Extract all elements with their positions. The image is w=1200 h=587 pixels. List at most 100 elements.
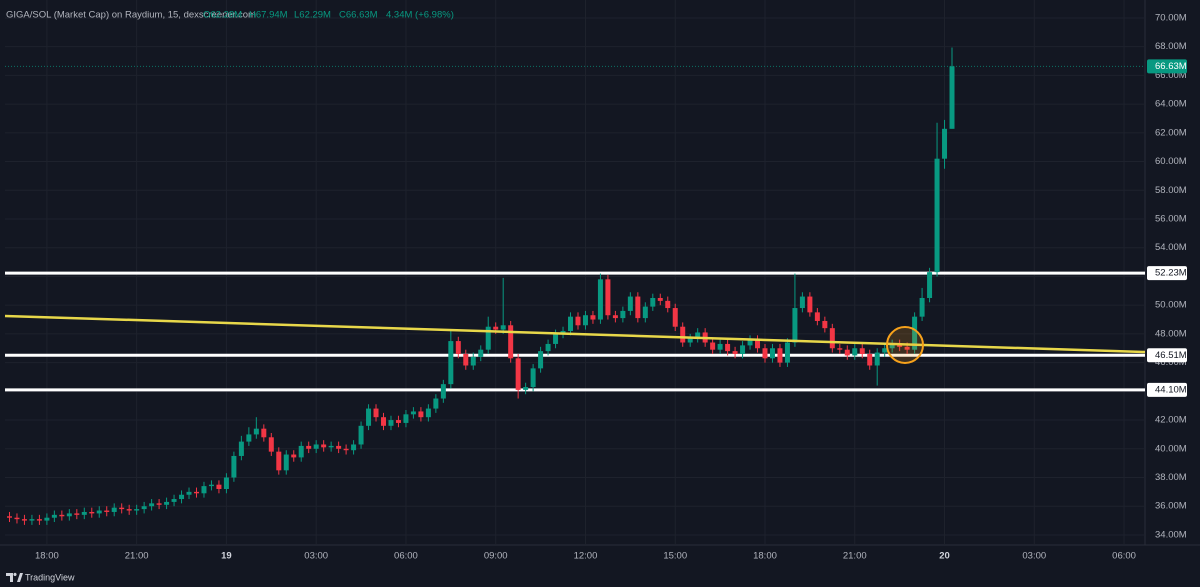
y-tick-label: 56.00M (1155, 214, 1187, 225)
candle-body (530, 368, 536, 388)
candle-body (942, 128, 948, 159)
candle-body (66, 513, 72, 517)
candle-body (208, 484, 214, 487)
candle-body (283, 454, 289, 471)
candle-body (553, 333, 559, 344)
candle-body (470, 356, 476, 366)
candle-body (493, 326, 499, 330)
candle-body (919, 297, 925, 317)
candle-body (433, 398, 439, 409)
y-tick-label: 42.00M (1155, 415, 1187, 426)
candle-body (867, 353, 873, 366)
axis: 34.00M36.00M38.00M40.00M42.00M44.00M46.0… (35, 12, 1187, 562)
candle-body (575, 316, 581, 326)
candle-body (216, 484, 222, 489)
candle-body (717, 343, 723, 350)
candle-body (126, 509, 132, 511)
candle-body (321, 444, 327, 448)
candle-body (29, 519, 35, 521)
candle-body (485, 326, 491, 350)
candle-body (837, 348, 843, 350)
candle-body (186, 491, 192, 495)
candle-body (253, 428, 259, 435)
candle-body (149, 503, 155, 507)
candle-body (515, 358, 521, 390)
candle-body (657, 297, 663, 301)
candle-body (874, 352, 880, 366)
candle-body (223, 477, 229, 489)
x-tick-label: 09:00 (484, 551, 508, 562)
level-label-box (1147, 266, 1187, 281)
candle-body (829, 328, 835, 349)
candle-body (508, 325, 514, 359)
candle-body (448, 341, 454, 385)
candle-body (111, 507, 117, 512)
candle-body (403, 414, 409, 423)
y-tick-label: 70.00M (1155, 12, 1187, 23)
candle-body (96, 510, 102, 514)
candle-body (777, 348, 783, 363)
candle-body (156, 503, 162, 505)
candle-body (246, 434, 252, 442)
legend: GIGA/SOL (Market Cap) on Raydium, 15, de… (6, 10, 454, 21)
candle-body (852, 348, 858, 356)
legend-change: 4.34M (+6.98%) (386, 10, 454, 21)
candle-body (373, 408, 379, 418)
candle-body (201, 486, 207, 494)
candle-body (635, 296, 641, 319)
candle-body (440, 384, 446, 399)
candle-body (231, 455, 237, 478)
x-tick-label: 06:00 (394, 551, 418, 562)
candle-body (807, 296, 813, 313)
candle-body (119, 507, 125, 510)
candle-body (425, 408, 431, 418)
x-tick-label: 18:00 (753, 551, 777, 562)
candle-body (455, 341, 461, 354)
candle-body (164, 501, 170, 505)
watermark: TradingView (6, 572, 75, 582)
candle-body (672, 308, 678, 327)
candle-body (306, 445, 312, 449)
x-tick-label: 21:00 (843, 551, 867, 562)
x-tick-label: 03:00 (1022, 551, 1046, 562)
candle-body (36, 519, 42, 521)
level-label-box (1147, 382, 1187, 397)
candle-body (478, 349, 484, 357)
x-tick-label: 12:00 (574, 551, 598, 562)
candle-body (418, 411, 424, 418)
candle-body (762, 348, 768, 359)
plot (4, 47, 1146, 525)
candle-body (523, 387, 529, 390)
candle-body (313, 444, 319, 449)
logo (6, 572, 23, 582)
last-price-box (1147, 59, 1187, 74)
x-tick-label: 21:00 (125, 551, 149, 562)
candle-body (904, 346, 910, 350)
candle-body (366, 408, 372, 426)
candle-body (6, 516, 12, 518)
candle-body (179, 494, 185, 500)
x-tick-label: 18:00 (35, 551, 59, 562)
candle-body (410, 411, 416, 415)
candle-body (822, 320, 828, 329)
candle-body (889, 343, 895, 349)
candle-body (927, 272, 933, 298)
y-tick-label: 36.00M (1155, 501, 1187, 512)
y-tick-label: 38.00M (1155, 472, 1187, 483)
y-tick-label: 54.00M (1155, 242, 1187, 253)
candle-body (74, 513, 80, 515)
candle-body (44, 517, 50, 521)
candle-body (650, 297, 656, 307)
x-tick-label: 06:00 (1112, 551, 1136, 562)
legend-low: L62.29M (294, 10, 331, 21)
candle-body (710, 342, 716, 350)
candle-body (844, 349, 850, 356)
candle-body (463, 353, 469, 366)
level-label: 44.10M (1155, 384, 1187, 395)
candle-body (597, 279, 603, 320)
candle-body (605, 279, 611, 316)
candle-body (792, 308, 798, 343)
y-tick-label: 34.00M (1155, 529, 1187, 540)
